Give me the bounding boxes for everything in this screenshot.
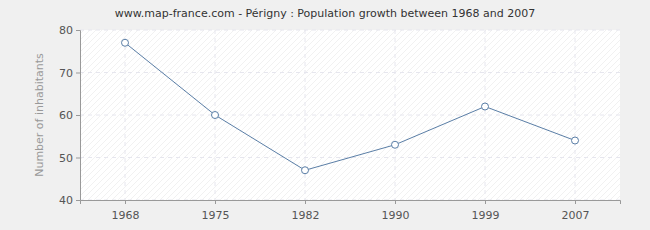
y-tick-label: 70 — [59, 67, 73, 80]
grid-line — [80, 115, 620, 116]
grid-line — [575, 30, 576, 200]
x-tick: 1968 — [112, 200, 140, 222]
x-tick-mark — [125, 200, 126, 204]
y-tick: 60 — [59, 109, 80, 122]
y-tick-label: 60 — [59, 109, 73, 122]
marker — [122, 39, 129, 46]
y-tick: 70 — [59, 67, 80, 80]
marker — [392, 141, 399, 148]
x-tick-label: 1975 — [202, 209, 230, 222]
y-tick-mark — [76, 115, 80, 116]
y-tick-mark — [76, 30, 80, 31]
marker — [302, 167, 309, 174]
grid-line — [305, 30, 306, 200]
x-tick-mark — [395, 200, 396, 204]
x-axis-line — [81, 201, 621, 205]
x-tick-label: 2007 — [562, 209, 590, 222]
y-tick-label: 50 — [59, 152, 73, 165]
x-axis: 1968 1975 1982 1990 1999 2007 — [81, 200, 621, 222]
x-tick: 1975 — [202, 200, 230, 222]
x-tick-label: 1999 — [472, 209, 500, 222]
x-tick-mark — [575, 200, 576, 204]
y-tick-mark — [76, 158, 80, 159]
x-tick: 1999 — [472, 200, 500, 222]
y-axis-line — [76, 31, 81, 201]
y-axis: 40 50 60 70 80 — [59, 24, 81, 207]
plot-area — [80, 30, 620, 200]
y-tick: 40 — [59, 194, 80, 207]
series — [122, 39, 579, 174]
marker — [572, 137, 579, 144]
line — [125, 43, 575, 171]
y-axis-title: Number of inhabitants — [33, 53, 46, 177]
title: www.map-france.com - Périgny : Populatio… — [115, 7, 535, 20]
x-tick-label: 1968 — [112, 209, 140, 222]
y-tick: 80 — [59, 24, 80, 37]
x-tick-label: 1982 — [292, 209, 320, 222]
y-tick-mark — [76, 73, 80, 74]
x-tick: 1982 — [292, 200, 320, 222]
x-tick: 2007 — [562, 200, 590, 222]
marker — [212, 112, 219, 119]
grid-line — [395, 30, 396, 200]
x-tick-label: 1990 — [382, 209, 410, 222]
grid-line — [125, 30, 126, 200]
x-tick: 1990 — [382, 200, 410, 222]
grid-line — [80, 30, 620, 31]
x-tick-mark — [305, 200, 306, 204]
marker — [482, 103, 489, 110]
grid — [80, 30, 620, 200]
x-tick-mark — [485, 200, 486, 204]
y-tick-label: 80 — [59, 24, 73, 37]
grid-line — [485, 30, 486, 200]
y-tick: 50 — [59, 152, 80, 165]
background — [0, 0, 650, 230]
y-tick-mark — [76, 200, 80, 201]
x-tick-mark — [215, 200, 216, 204]
chart: 1968 1975 1982 1990 1999 2007 40 50 60 70 80 www.ma… — [0, 0, 650, 230]
y-tick-label: 40 — [59, 194, 73, 207]
